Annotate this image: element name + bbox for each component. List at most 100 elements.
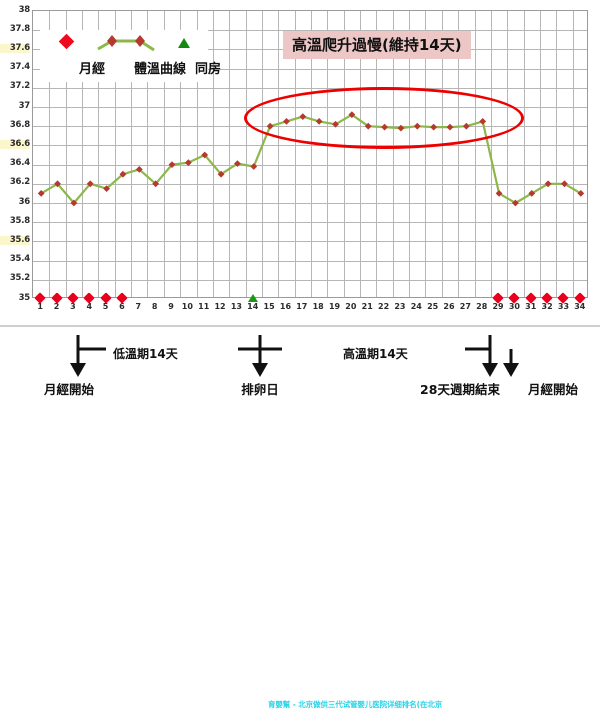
coitus-marker (247, 294, 258, 302)
y-axis-tick-label: 35.6 (0, 235, 30, 245)
y-axis-tick-label: 36.8 (9, 119, 30, 130)
y-axis-tick-label: 35.4 (9, 254, 30, 265)
watermark-text: 育嬰幫 - 北京做供三代试管婴儿医院详细排名(在北京 (268, 700, 443, 709)
x-axis-tick-label: 6 (119, 302, 125, 311)
arrow-down-ovulation-day (238, 335, 282, 377)
x-axis-tick-label: 27 (459, 302, 471, 311)
gridline-horizontal (33, 164, 587, 166)
x-axis-tick-label: 10 (181, 302, 193, 311)
red-diamond-icon (58, 33, 74, 50)
gridline-horizontal (33, 260, 587, 262)
gridline-vertical (229, 11, 231, 297)
gridline-vertical (212, 11, 214, 297)
x-axis-tick-label: 19 (328, 302, 341, 311)
x-axis-tick-label: 24 (410, 302, 422, 311)
gridline-vertical (261, 11, 263, 297)
x-axis-tick-label: 32 (541, 302, 553, 311)
x-axis-tick-label: 8 (151, 302, 158, 311)
gridline-vertical (490, 11, 492, 297)
gridline-horizontal (33, 279, 587, 281)
temperature-data-point (37, 190, 45, 197)
temperature-data-point (217, 170, 225, 178)
annot-high-phase-label: 高溫期14天 (343, 347, 408, 361)
x-axis-tick-label: 23 (394, 302, 406, 311)
annot-caption-next-menses-start: 月經開始 (527, 382, 578, 397)
x-axis-tick-label: 12 (214, 302, 226, 311)
x-axis-tick-label: 25 (427, 302, 439, 311)
legend-label-menses: 月經 (78, 62, 105, 77)
x-axis-tick-label: 20 (345, 302, 357, 311)
gridline-horizontal (33, 203, 587, 204)
gridline-horizontal (33, 222, 587, 224)
x-axis-tick-label: 33 (557, 302, 570, 311)
gridline-horizontal (33, 145, 587, 147)
y-axis-tick-label: 37.6 (0, 43, 30, 53)
temperature-data-point (495, 190, 503, 197)
highlight-ellipse (244, 87, 524, 149)
y-axis-tick-label: 36.2 (9, 177, 30, 188)
arrow-down-cycle-end-and-menses-start (465, 335, 519, 377)
annot-caption-ovulation-day: 排卵日 (241, 382, 279, 397)
gridline-horizontal (33, 183, 587, 185)
annot-caption-cycle-end: 28天週期結束 (420, 382, 500, 397)
x-axis-tick-label: 14 (247, 302, 259, 311)
temperature-data-point (119, 170, 127, 178)
gridline-horizontal (33, 87, 587, 89)
y-axis-tick-label: 35.8 (9, 215, 30, 226)
x-axis-tick-label: 5 (102, 302, 109, 311)
temperature-data-point (528, 190, 536, 197)
y-axis-tick-label: 37.4 (9, 62, 30, 73)
legend-label-temperature-curve: 體溫曲線 (133, 62, 186, 77)
x-axis-tick-label: 11 (198, 302, 210, 311)
temperature-data-point (135, 166, 143, 173)
y-axis-tick-label: 35.2 (9, 273, 30, 284)
gridline-vertical (245, 11, 247, 297)
y-axis-tick-label: 37.2 (9, 81, 30, 92)
x-axis-tick-label: 29 (492, 302, 504, 311)
x-axis-tick-label: 17 (296, 302, 308, 311)
gridline-vertical (556, 11, 558, 297)
gridline-vertical (523, 11, 525, 297)
bbt-chart-panel: 38 37.8 37.6 37.4 37.2 37 36.8 36.6 36.4 36.2 36 35… (0, 0, 600, 325)
gridline-vertical (278, 11, 280, 297)
x-axis-tick-label: 13 (230, 302, 242, 311)
temperature-data-point (103, 185, 110, 192)
y-axis-tick-label: 38 (18, 4, 31, 15)
gridline-horizontal (33, 30, 587, 32)
y-axis-tick-label: 35 (18, 292, 31, 303)
chart-legend: 月經 體溫曲線 同房 (40, 30, 221, 82)
green-triangle-icon (178, 38, 190, 48)
cycle-annotation-strip: 月經開始 低溫期14天 排卵日 高溫期14天 28天週期結束 月經開始 育嬰幫 … (0, 325, 600, 709)
y-axis-tick-label: 36.6 (0, 139, 30, 149)
temperature-data-point (577, 190, 585, 197)
y-axis-tick-label: 36 (18, 196, 31, 207)
y-axis-tick-label: 37 (18, 100, 31, 111)
gridline-vertical (474, 11, 476, 297)
x-axis-tick-label: 1 (37, 302, 43, 311)
x-axis-tick-label: 16 (279, 302, 292, 311)
temperature-curve-icon (97, 35, 155, 52)
y-axis-tick-label: 36.4 (9, 158, 30, 169)
x-axis-tick-label: 28 (476, 302, 488, 311)
gridline-vertical (507, 11, 509, 297)
gridline-vertical (572, 11, 574, 297)
chart-title-banner: 高溫爬升過慢(維持14天) (283, 31, 471, 59)
gridline-horizontal (33, 241, 587, 243)
x-axis-tick-label: 4 (86, 302, 93, 311)
annot-low-phase-label: 低溫期14天 (113, 347, 178, 361)
x-axis-tick-label: 2 (53, 302, 60, 311)
x-axis-tick-label: 9 (168, 302, 174, 311)
gridline-horizontal (33, 68, 587, 70)
y-axis-tick-label: 37.8 (9, 23, 30, 34)
x-axis-tick-label: 15 (263, 302, 275, 311)
arrow-down-menses-start (70, 335, 106, 377)
x-axis-tick-label: 26 (443, 302, 455, 311)
x-axis-tick-label: 21 (361, 302, 373, 311)
x-axis-tick-label: 22 (378, 302, 390, 311)
x-axis-tick-label: 34 (574, 302, 586, 311)
x-axis-tick-label: 30 (508, 302, 520, 311)
legend-label-coitus: 同房 (194, 62, 221, 77)
x-axis-tick-label: 7 (135, 302, 142, 311)
temperature-data-point (201, 151, 209, 159)
x-axis-tick-label: 3 (70, 302, 76, 311)
